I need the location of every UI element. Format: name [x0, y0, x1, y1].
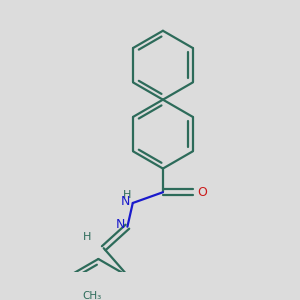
- Text: H: H: [82, 232, 91, 242]
- Text: CH₃: CH₃: [82, 291, 101, 300]
- Text: H: H: [123, 190, 132, 200]
- Text: O: O: [197, 186, 207, 199]
- Text: N: N: [121, 195, 130, 208]
- Text: N: N: [116, 218, 125, 231]
